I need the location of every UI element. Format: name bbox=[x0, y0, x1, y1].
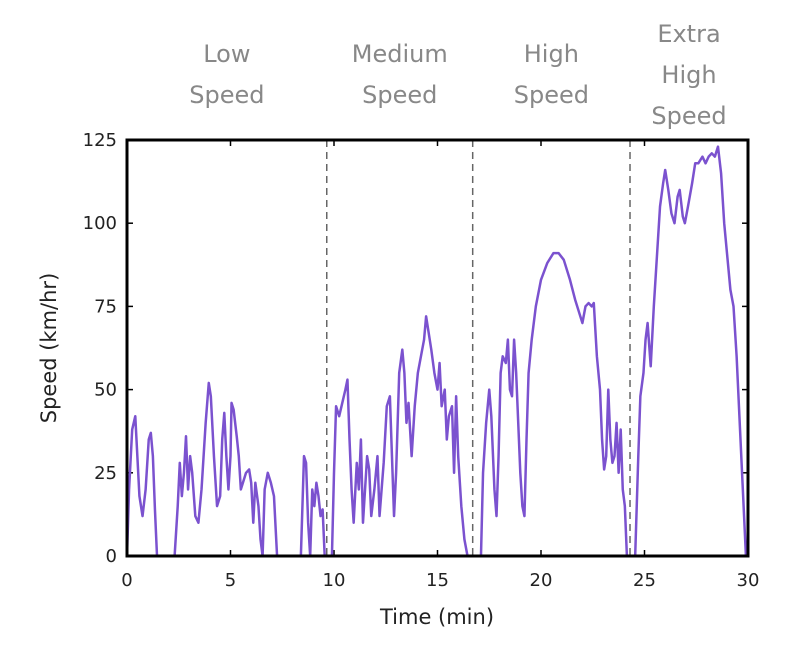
phase-label: Speed bbox=[651, 102, 726, 130]
phase-label: Medium bbox=[352, 40, 448, 68]
y-tick-label: 25 bbox=[94, 463, 117, 484]
phase-label: Speed bbox=[189, 81, 264, 109]
x-tick-label: 25 bbox=[633, 570, 656, 591]
phase-label: High bbox=[524, 40, 579, 68]
x-tick-label: 10 bbox=[323, 570, 346, 591]
x-tick-label: 30 bbox=[737, 570, 760, 591]
phase-label: Speed bbox=[362, 81, 437, 109]
y-tick-label: 50 bbox=[94, 380, 117, 401]
phase-label: Low bbox=[203, 40, 250, 68]
x-tick-label: 5 bbox=[225, 570, 236, 591]
speed-line bbox=[125, 145, 748, 558]
y-tick-label: 100 bbox=[83, 213, 117, 234]
phase-label: Speed bbox=[514, 81, 589, 109]
y-tick-label: 75 bbox=[94, 296, 117, 317]
x-tick-label: 20 bbox=[530, 570, 553, 591]
x-tick-label: 0 bbox=[121, 570, 132, 591]
phase-label: High bbox=[661, 61, 716, 89]
x-axis-label: Time (min) bbox=[379, 605, 494, 629]
y-axis-label: Speed (km/hr) bbox=[37, 273, 61, 424]
y-tick-label: 0 bbox=[106, 546, 117, 567]
phase-label: Extra bbox=[657, 20, 720, 48]
plot-frame bbox=[125, 138, 750, 558]
x-tick-label: 15 bbox=[426, 570, 449, 591]
y-tick-label: 125 bbox=[83, 130, 117, 151]
